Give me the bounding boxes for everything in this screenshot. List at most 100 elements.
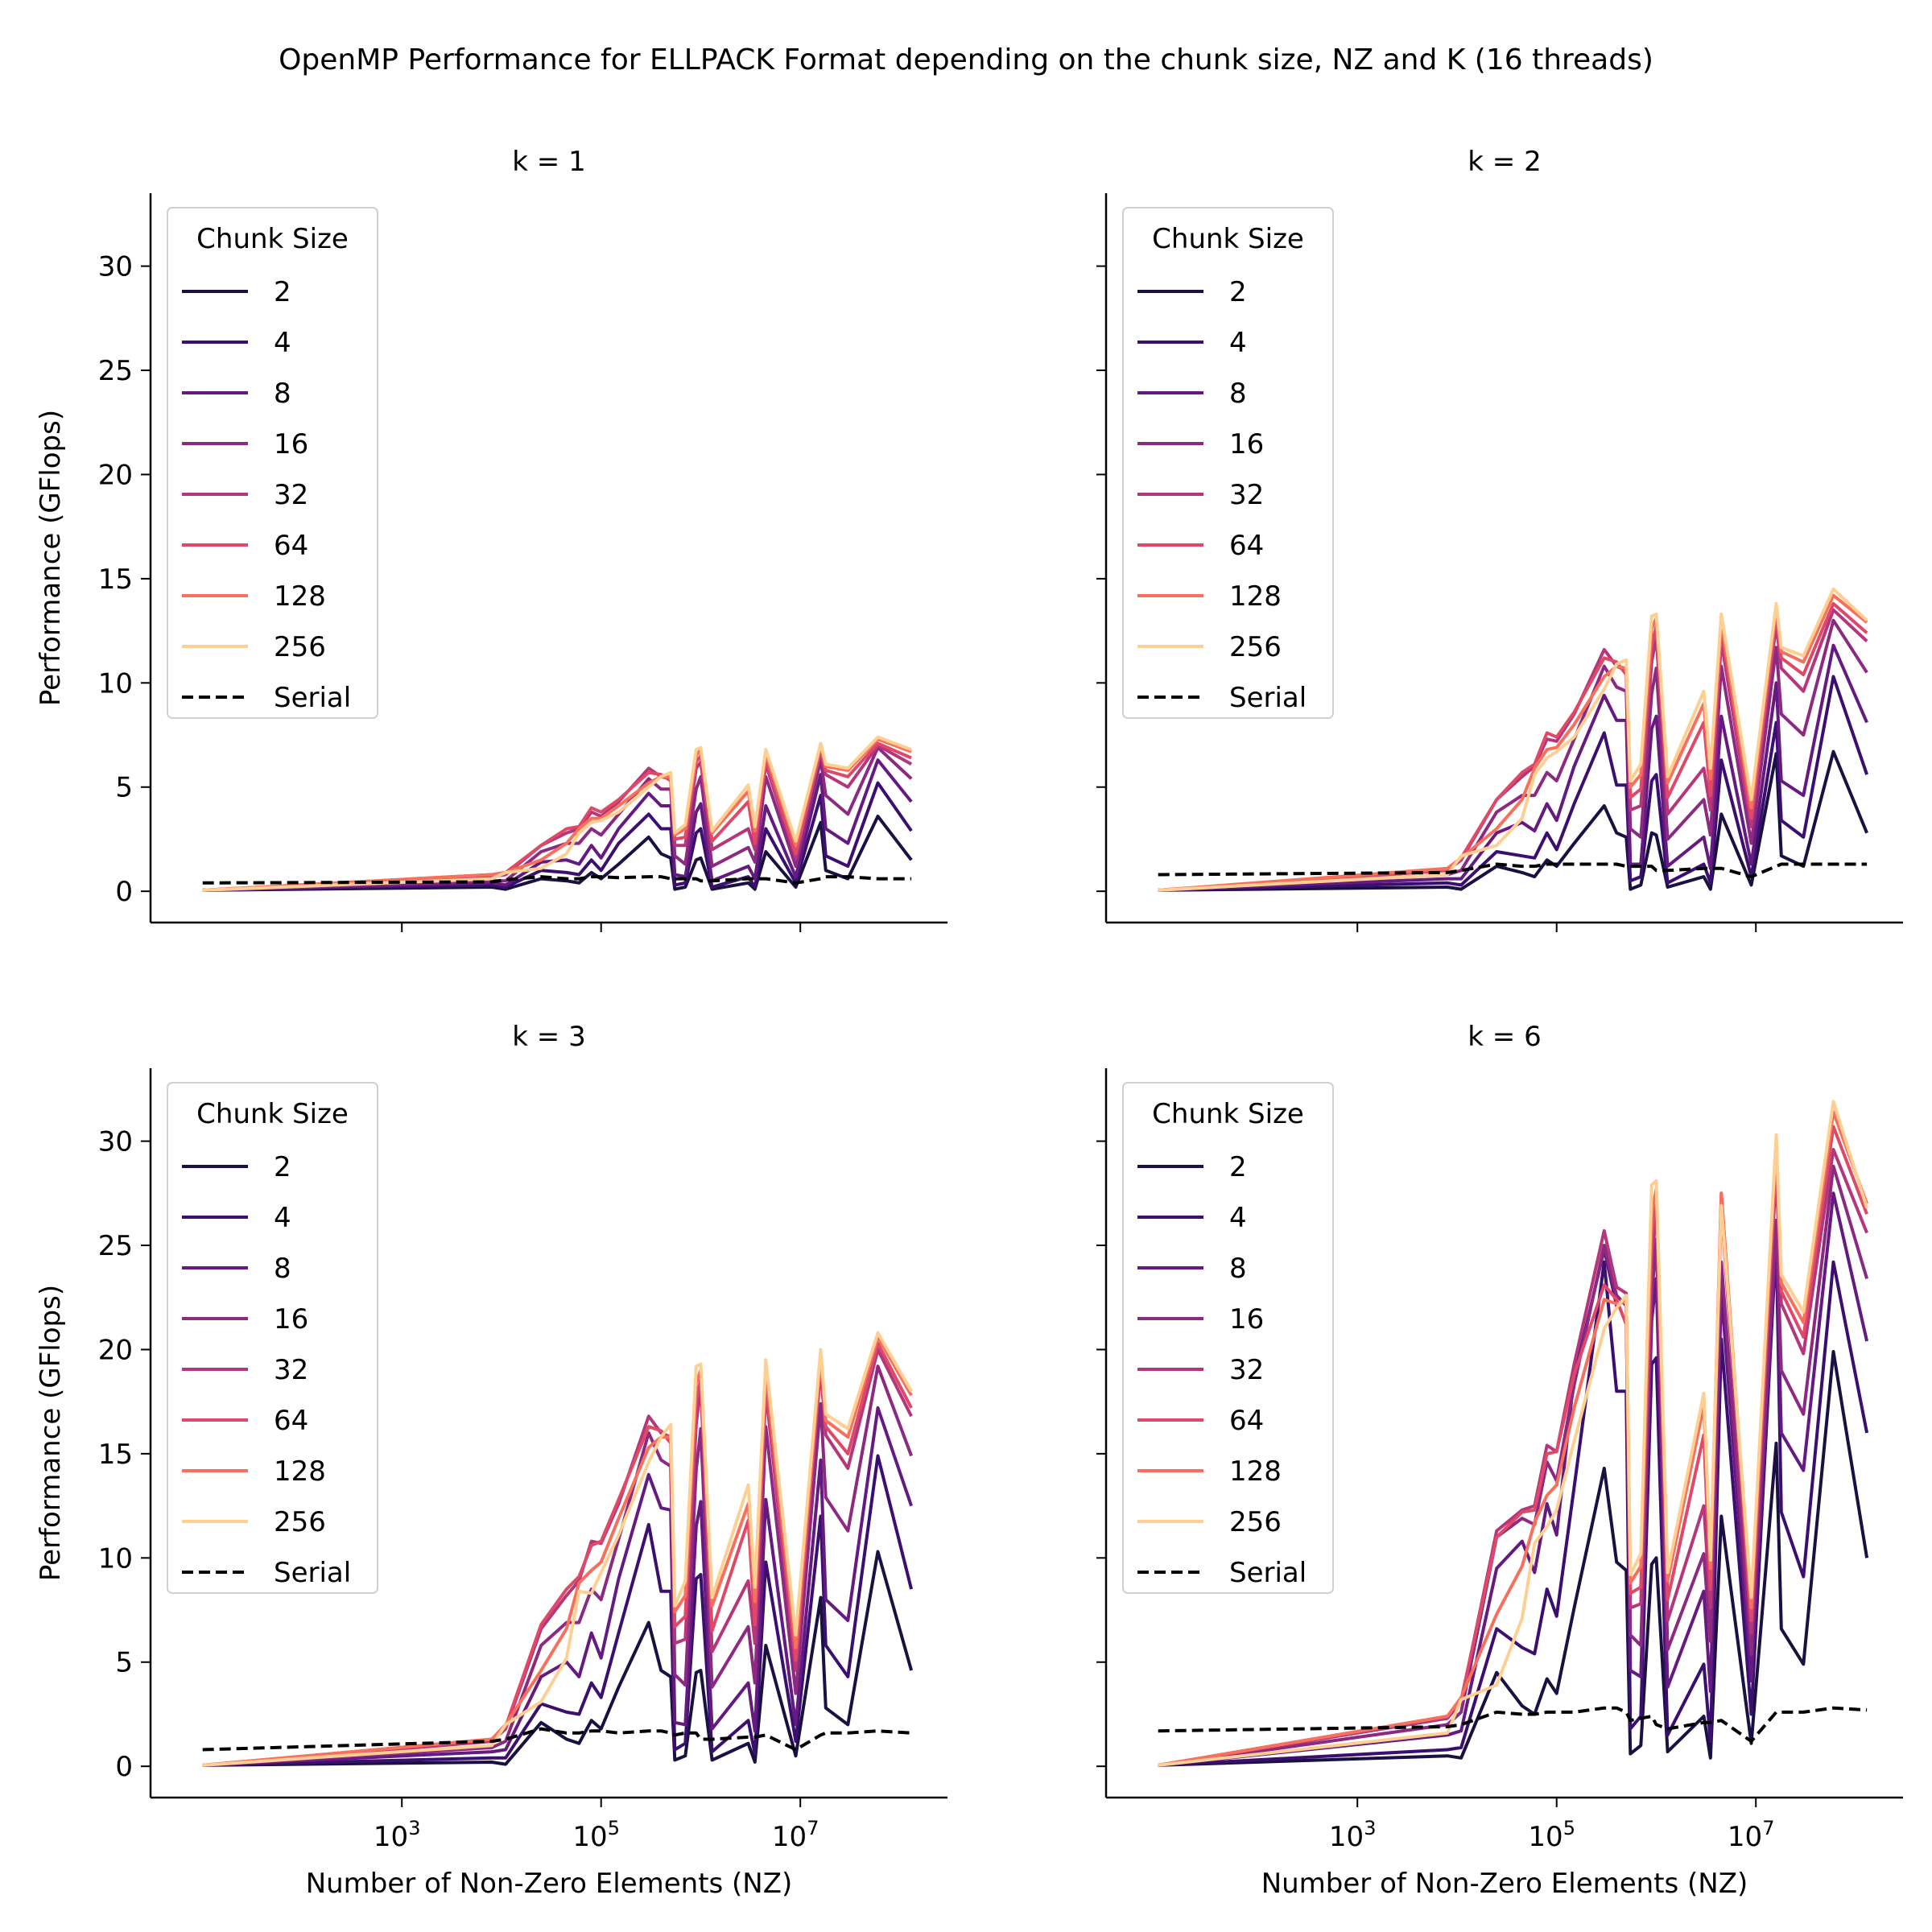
legend-title: Chunk Size (196, 223, 349, 255)
legend-entry-label: 8 (1229, 378, 1247, 410)
series-line-128 (202, 737, 912, 892)
subplot-title: k = 3 (512, 1021, 585, 1053)
legend-entry-label: 256 (1229, 631, 1282, 663)
series-line-64 (202, 741, 912, 892)
x-tick-base: 10 (1329, 1821, 1364, 1853)
series-line-2 (1158, 749, 1868, 892)
x-tick-label: 107 (1728, 1817, 1775, 1853)
y-tick-label: 15 (98, 564, 133, 596)
x-axis-label: Number of Non-Zero Elements (NZ) (1261, 1868, 1748, 1900)
x-tick-label: 107 (772, 1817, 819, 1853)
series-line-serial (1158, 1706, 1868, 1744)
series-line-256 (202, 735, 912, 892)
legend-frame (167, 1082, 378, 1594)
legend-entry-label: 2 (1229, 1151, 1247, 1183)
legend: Chunk Size 2 4 8 16 32 64 128 256 Serial (1122, 207, 1334, 719)
x-tick-label: 103 (374, 1817, 421, 1853)
x-tick-exponent: 3 (408, 1817, 420, 1839)
legend-entry-label: 32 (1229, 479, 1264, 511)
series-group (202, 1331, 914, 1767)
x-tick-base: 10 (572, 1821, 607, 1853)
y-tick-label: 0 (115, 876, 133, 908)
legend-entry-label: 8 (1229, 1253, 1247, 1285)
legend-entry-label: 32 (1229, 1354, 1264, 1386)
legend-title: Chunk Size (1152, 1098, 1304, 1130)
legend-frame (1122, 207, 1334, 719)
legend-title: Chunk Size (196, 1098, 349, 1130)
subplot-2: k = 2 Chunk Size 2 4 8 16 32 64 128 256 Serial (1096, 146, 1903, 932)
y-tick-label: 25 (98, 1230, 133, 1262)
subplot-title: k = 6 (1468, 1021, 1541, 1053)
series-line-4 (1158, 675, 1868, 892)
legend-entry-label: 128 (274, 1455, 326, 1488)
x-tick-base: 10 (1728, 1821, 1762, 1853)
legend-entry-label: 64 (1229, 530, 1264, 562)
x-axis-label: Number of Non-Zero Elements (NZ) (306, 1868, 793, 1900)
legend-frame (1122, 1082, 1334, 1594)
legend-entry-label: 16 (274, 1303, 308, 1335)
legend-entry-label: 4 (274, 327, 291, 359)
y-tick-label: 15 (98, 1439, 133, 1471)
series-line-4 (202, 1454, 914, 1767)
y-tick-label: 20 (98, 1334, 133, 1366)
legend-entry-label: 4 (274, 1202, 291, 1234)
legend-entry-label: 2 (274, 1151, 291, 1183)
legend-entry-label: 128 (1229, 580, 1282, 613)
series-group (202, 735, 913, 892)
legend-entry-label: 32 (274, 479, 308, 511)
series-line-256 (1158, 1100, 1869, 1767)
x-tick-exponent: 5 (608, 1817, 620, 1839)
series-line-8 (202, 1406, 913, 1767)
legend: Chunk Size 2 4 8 16 32 64 128 256 Serial (1122, 1082, 1334, 1594)
legend-entry-label: Serial (274, 682, 351, 714)
legend-frame (167, 207, 378, 719)
legend-entry-label: Serial (274, 1557, 351, 1589)
series-line-2 (1158, 1350, 1869, 1767)
legend-entry-label: 64 (274, 530, 308, 562)
x-tick-exponent: 7 (807, 1817, 819, 1839)
legend-entry-label: Serial (1229, 682, 1307, 714)
series-line-serial (202, 1727, 912, 1752)
x-tick-base: 10 (1528, 1821, 1563, 1853)
y-tick-label: 25 (98, 355, 133, 387)
legend-entry-label: 16 (1229, 428, 1264, 460)
y-tick-label: 10 (98, 1542, 133, 1575)
legend-entry-label: 16 (1229, 1303, 1264, 1335)
x-tick-label: 103 (1329, 1817, 1377, 1853)
y-axis-label: Performance (GFlops) (35, 1285, 67, 1581)
legend-entry-label: 16 (274, 428, 308, 460)
series-line-serial (202, 875, 912, 885)
series-line-8 (202, 758, 913, 892)
legend-entry-label: 256 (1229, 1506, 1282, 1538)
legend-entry-label: Serial (1229, 1557, 1307, 1589)
y-tick-label: 0 (115, 1751, 133, 1783)
series-line-8 (1158, 643, 1868, 892)
x-tick-base: 10 (374, 1821, 408, 1853)
legend-entry-label: 256 (274, 1506, 326, 1538)
y-tick-label: 10 (98, 667, 133, 700)
legend-entry-label: 4 (1229, 327, 1247, 359)
legend: Chunk Size 2 4 8 16 32 64 128 256 Serial (167, 1082, 378, 1594)
legend-entry-label: 64 (1229, 1405, 1264, 1437)
legend-entry-label: 8 (274, 378, 291, 410)
x-tick-exponent: 5 (1563, 1817, 1575, 1839)
legend: Chunk Size 2 4 8 16 32 64 128 256 Serial (167, 207, 378, 719)
subplot-title: k = 1 (512, 146, 585, 178)
legend-entry-label: 128 (274, 580, 326, 613)
series-line-256 (202, 1331, 913, 1767)
x-tick-exponent: 3 (1364, 1817, 1376, 1839)
legend-entry-label: 256 (274, 631, 326, 663)
x-tick-base: 10 (772, 1821, 807, 1853)
series-group (1158, 1100, 1869, 1767)
legend-entry-label: 128 (1229, 1455, 1282, 1488)
series-line-serial (1158, 862, 1868, 879)
x-tick-label: 105 (1528, 1817, 1575, 1853)
legend-entry-label: 32 (274, 1354, 308, 1386)
legend-entry-label: 2 (1229, 276, 1247, 308)
x-tick-exponent: 7 (1762, 1817, 1774, 1839)
y-tick-label: 5 (115, 1647, 133, 1679)
legend-title: Chunk Size (1152, 223, 1304, 255)
